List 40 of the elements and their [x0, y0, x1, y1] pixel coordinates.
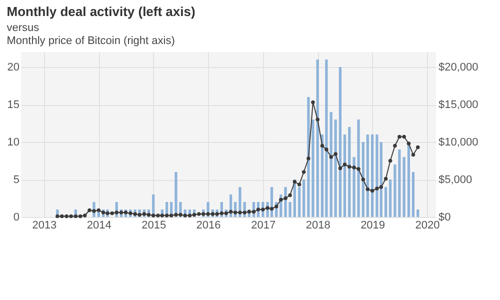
x-tick-label: 2013 [32, 220, 57, 232]
x-tick-label: 2018 [306, 220, 330, 232]
y-tick-label: 5 [13, 174, 20, 186]
y2-tick-label: $20,000 [438, 62, 478, 74]
y-tick-label: 0 [13, 212, 20, 224]
bar [302, 180, 306, 217]
y2-tick-label: $5,000 [438, 174, 472, 186]
bar [316, 60, 319, 217]
y-tick-label: 15 [7, 99, 20, 111]
x-tick-label: 2014 [86, 220, 112, 232]
bar [362, 142, 364, 217]
chart-title: Monthly deal activity (left axis) [6, 4, 196, 19]
y2-tick-label: $15,000 [438, 99, 478, 111]
y2-tick-label: $10,000 [438, 136, 478, 148]
bar [412, 172, 415, 217]
x-tick-label: 2020 [415, 220, 440, 232]
bar [343, 134, 346, 217]
x-tick-label: 2015 [142, 220, 166, 232]
bar [388, 180, 392, 217]
bar [402, 157, 406, 217]
bar [380, 142, 382, 217]
y2-tick-label: $0 [438, 212, 451, 224]
bar [330, 112, 332, 217]
x-tick-label: 2016 [196, 220, 221, 232]
y-tick-label: 20 [7, 62, 20, 74]
x-tick-label: 2019 [360, 220, 386, 232]
bar [384, 187, 388, 217]
bar [394, 164, 396, 217]
y-tick-label: 10 [7, 136, 20, 148]
bar [398, 150, 401, 217]
bar [366, 134, 369, 217]
chart-subtitle: versus Monthly price of Bitcoin (right axis) [6, 22, 175, 47]
bar [325, 60, 328, 217]
bar [376, 134, 378, 217]
x-tick-label: 2017 [251, 220, 276, 232]
bar [338, 67, 342, 217]
bar [416, 210, 420, 217]
bar [348, 127, 351, 217]
bar [334, 120, 337, 217]
bar [371, 134, 374, 217]
